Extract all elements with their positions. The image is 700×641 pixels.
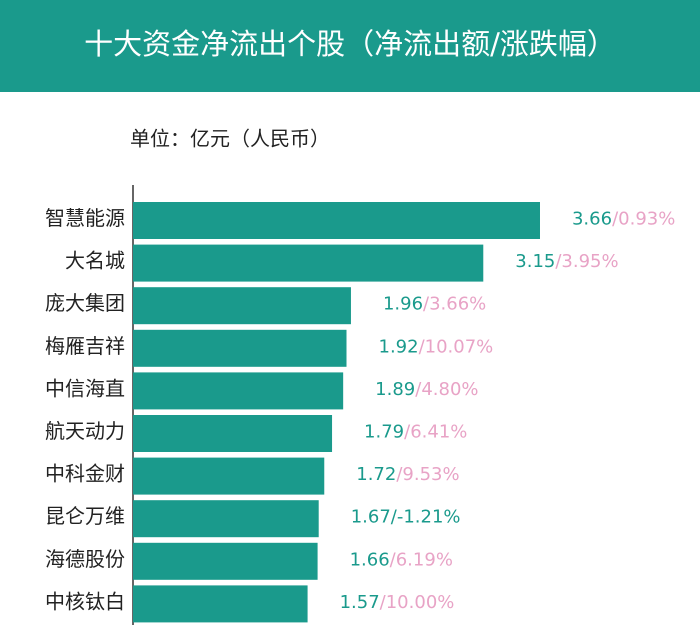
title-banner [0, 0, 700, 92]
value-label: 3.66 [572, 209, 612, 230]
data-label: 1.66/6.19% [350, 549, 453, 570]
change-label: 6.41% [410, 422, 467, 443]
category-label: 智慧能源 [45, 206, 125, 230]
value-label: 1.72 [356, 464, 396, 485]
separator: / [380, 592, 387, 613]
data-label: 1.92/10.07% [379, 336, 494, 357]
change-label: 4.80% [421, 379, 478, 400]
value-label: 1.89 [375, 379, 415, 400]
value-label: 1.92 [379, 336, 419, 357]
bar [133, 244, 484, 282]
separator: / [423, 294, 430, 315]
change-label: 0.93% [618, 209, 675, 230]
bar [133, 500, 319, 538]
bar [133, 457, 325, 495]
bar [133, 329, 347, 367]
value-label: 3.15 [515, 251, 555, 272]
change-label: 6.19% [396, 549, 453, 570]
data-label: 1.72/9.53% [356, 464, 459, 485]
category-label: 中信海直 [45, 376, 125, 400]
value-label: 1.66 [350, 549, 390, 570]
bar [133, 287, 351, 325]
change-label: 3.66% [429, 294, 486, 315]
category-label: 昆仑万维 [45, 504, 125, 528]
separator: / [390, 549, 397, 570]
change-label: -1.21% [397, 507, 461, 528]
bar [133, 542, 318, 580]
category-label: 梅雁吉祥 [45, 334, 125, 358]
separator: / [612, 209, 619, 230]
change-label: 10.07% [425, 336, 494, 357]
data-label: 3.66/0.93% [572, 209, 675, 230]
separator: / [419, 336, 426, 357]
change-label: 10.00% [386, 592, 455, 613]
change-label: 9.53% [402, 464, 459, 485]
value-label: 1.79 [364, 422, 404, 443]
separator: / [396, 464, 403, 485]
separator: / [391, 507, 398, 528]
bar [133, 415, 333, 452]
category-label: 中核钛白 [45, 589, 125, 613]
data-label: 1.57/10.00% [340, 592, 455, 613]
category-label: 庞大集团 [45, 291, 125, 315]
unit-label: 单位：亿元（人民币） [130, 127, 330, 151]
value-label: 1.57 [340, 592, 380, 613]
data-label: 1.79/6.41% [364, 422, 467, 443]
separator: / [404, 422, 411, 443]
category-label: 大名城 [65, 249, 125, 273]
data-label: 1.67/-1.21% [351, 507, 461, 528]
category-label: 海德股份 [45, 547, 125, 571]
separator: / [555, 251, 562, 272]
bar [133, 202, 540, 239]
value-label: 1.67 [351, 507, 391, 528]
change-label: 3.95% [561, 251, 618, 272]
value-label: 1.96 [383, 294, 423, 315]
bar [133, 585, 308, 623]
data-label: 3.15/3.95% [515, 251, 618, 272]
category-label: 中科金财 [45, 462, 125, 486]
chart-title: 十大资金净流出个股（净流出额/涨跌幅） [84, 27, 616, 61]
category-label: 航天动力 [45, 419, 125, 443]
separator: / [415, 379, 422, 400]
data-label: 1.89/4.80% [375, 379, 478, 400]
data-label: 1.96/3.66% [383, 294, 486, 315]
bar [133, 372, 344, 410]
